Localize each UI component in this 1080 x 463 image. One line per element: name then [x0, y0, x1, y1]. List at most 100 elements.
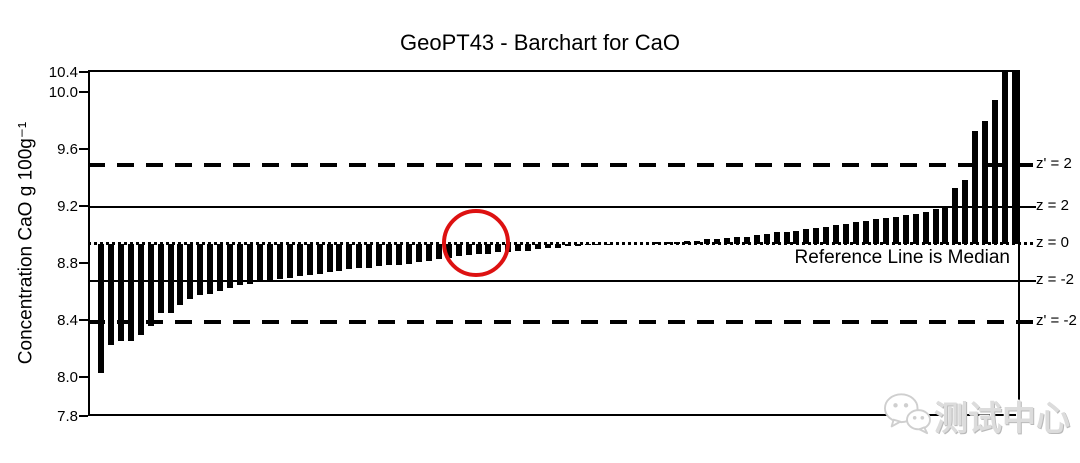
bar [316, 243, 323, 274]
bar [555, 243, 561, 248]
reference-line [88, 242, 1036, 246]
bar [674, 242, 681, 244]
chart-title: GeoPT43 - Barchart for CaO [400, 30, 680, 55]
bar [137, 243, 144, 335]
bar [356, 243, 363, 268]
bar [435, 243, 442, 260]
bar [286, 243, 293, 278]
bar [882, 217, 889, 244]
y-tick-label: 8.0 [57, 369, 78, 386]
bar [962, 179, 969, 244]
bar [833, 225, 840, 244]
y-tick-label: 9.6 [57, 141, 78, 158]
bar [992, 99, 999, 244]
bar [594, 243, 601, 246]
y-tick-mark [79, 376, 88, 378]
watermark-text: 测试中心 [934, 400, 1070, 438]
z-label: z' = -2 [1036, 312, 1077, 329]
z-label: z = 2 [1036, 196, 1069, 214]
bar [823, 226, 830, 244]
y-tick-label: 7.8 [57, 408, 78, 425]
bar [753, 235, 760, 244]
y-tick-mark [79, 205, 88, 207]
y-tick-mark [79, 262, 88, 264]
y-tick-mark [79, 71, 88, 73]
bar [604, 243, 611, 246]
bar [972, 131, 979, 244]
bar [405, 243, 412, 264]
bar [306, 243, 313, 275]
bar [376, 243, 383, 267]
bar [952, 188, 959, 244]
bar [654, 242, 661, 244]
bar [813, 227, 820, 244]
y-tick-mark [79, 319, 88, 321]
bar [247, 243, 254, 284]
bar [386, 243, 393, 265]
annotation-circle [442, 209, 510, 277]
bar [892, 216, 899, 244]
bar [157, 243, 164, 314]
bar [713, 239, 720, 244]
y-tick-label: 8.4 [57, 312, 78, 329]
y-tick-mark [79, 91, 88, 93]
bar [564, 243, 571, 247]
bar [783, 232, 790, 244]
bar [872, 219, 879, 244]
bar [763, 233, 770, 244]
bar [415, 243, 422, 263]
bar [684, 240, 691, 244]
y-tick-label: 8.8 [57, 255, 78, 272]
reference-line [88, 320, 1036, 324]
bar [187, 243, 194, 300]
bar [127, 243, 134, 341]
y-tick-label: 9.2 [57, 198, 78, 215]
bar [942, 206, 949, 244]
bar [525, 243, 532, 251]
bar [326, 243, 333, 273]
bar [853, 222, 860, 244]
bar [803, 229, 810, 244]
bar [773, 232, 780, 244]
bar [256, 243, 263, 283]
bar [346, 243, 353, 270]
bar [227, 243, 234, 288]
bar [147, 243, 154, 327]
bar [207, 243, 214, 294]
bar [704, 239, 711, 244]
z-label: z' = 2 [1036, 155, 1072, 173]
z-label: z = -2 [1036, 270, 1074, 288]
y-tick-mark [79, 415, 88, 417]
bar [584, 243, 591, 246]
bar [664, 242, 671, 244]
bar [723, 237, 730, 244]
bar [862, 220, 869, 244]
bar [922, 212, 929, 244]
bar [694, 240, 701, 244]
bar [843, 223, 850, 244]
median-note: Reference Line is Median [794, 247, 1010, 268]
y-tick-mark [79, 148, 88, 150]
bar [1002, 72, 1009, 244]
wechat-logo-icon [882, 390, 932, 441]
y-axis-label: Concentration CaO g 100g⁻¹ [15, 121, 37, 365]
bar [743, 236, 750, 244]
bar [982, 121, 989, 244]
z-label: z = 0 [1036, 233, 1069, 251]
plot-area [88, 70, 1036, 416]
reference-line [88, 205, 1036, 208]
bar [107, 243, 114, 345]
y-tick-label: 10.4 [48, 64, 78, 81]
y-tick-label: 10.0 [48, 84, 78, 101]
reference-line [88, 163, 1036, 168]
bar [535, 243, 542, 250]
bar [336, 243, 343, 271]
watermark: 测试中心 [882, 390, 1070, 441]
bar [793, 230, 800, 244]
bar [266, 243, 273, 281]
bar [296, 243, 303, 277]
bar [733, 236, 740, 244]
bar [902, 215, 909, 244]
bar [117, 243, 124, 341]
